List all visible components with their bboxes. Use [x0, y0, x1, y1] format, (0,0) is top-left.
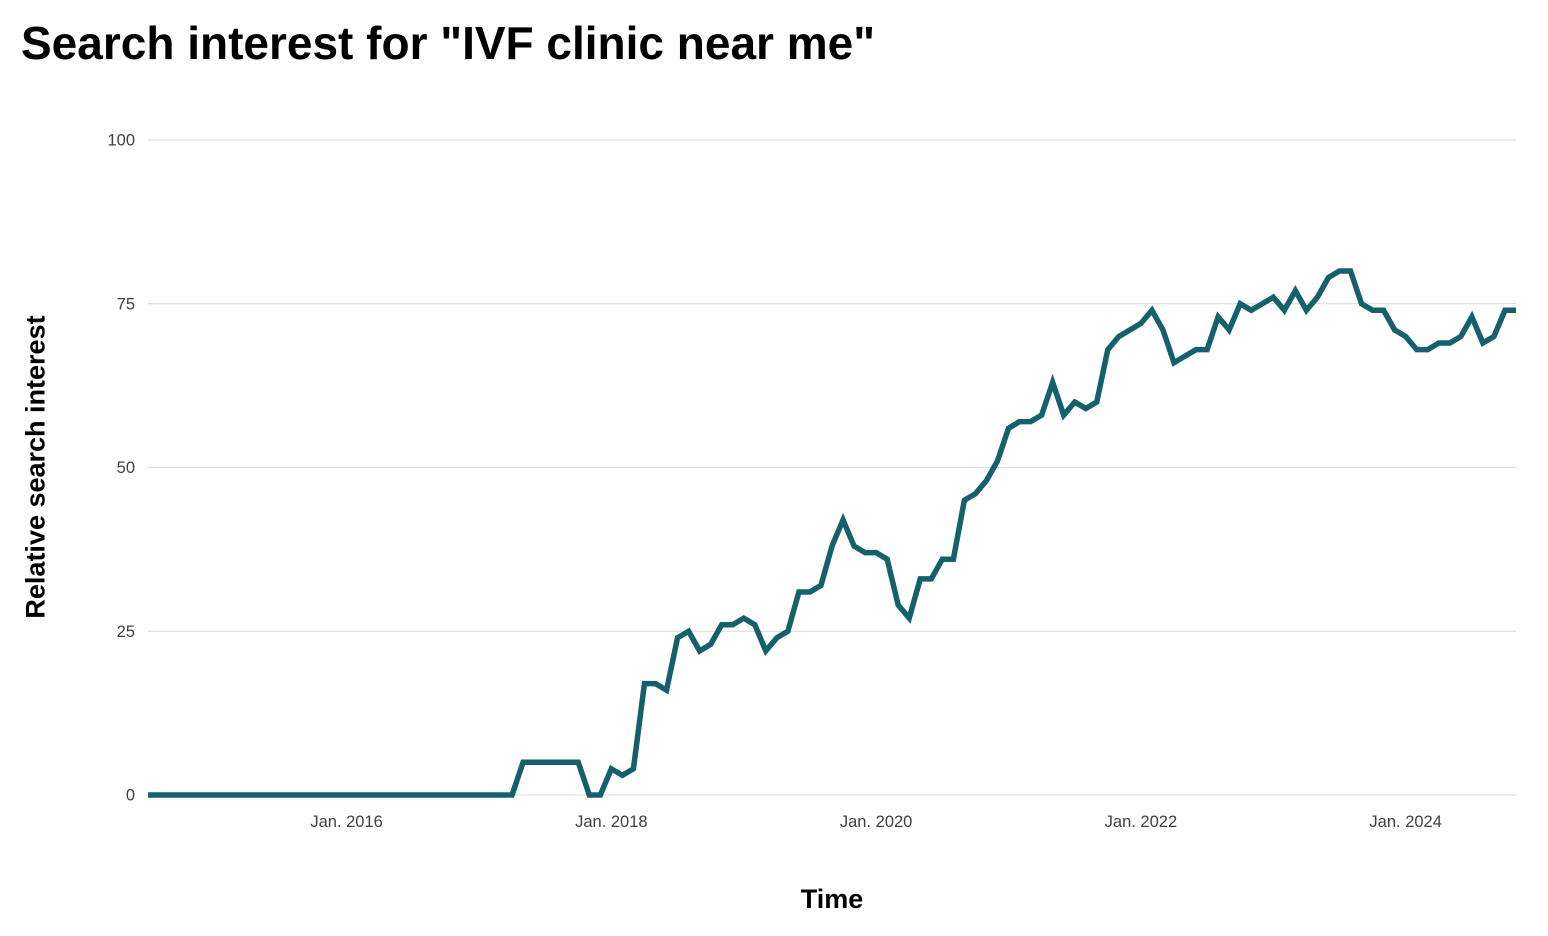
- chart-title: Search interest for "IVF clinic near me": [21, 17, 876, 69]
- y-axis-title: Relative search interest: [20, 315, 51, 619]
- y-tick-label: 0: [126, 787, 135, 805]
- y-tick-label: 50: [117, 459, 135, 477]
- x-tick-label: Jan. 2024: [1369, 813, 1441, 831]
- series-line: [148, 268, 1516, 798]
- line-chart: 0 25 50 75 100 Jan. 2016 Jan. 2018 Jan. 2020 Jan…: [107, 132, 1516, 831]
- x-axis-title: Time: [800, 884, 864, 914]
- y-tick-label: 25: [117, 623, 135, 641]
- x-tick-label: Jan. 2020: [840, 813, 912, 831]
- x-tick-label: Jan. 2018: [575, 813, 647, 831]
- x-tick-label: Jan. 2016: [310, 813, 382, 831]
- y-tick-label: 75: [117, 295, 135, 313]
- x-tick-label: Jan. 2022: [1105, 813, 1177, 831]
- y-tick-label: 100: [107, 132, 135, 150]
